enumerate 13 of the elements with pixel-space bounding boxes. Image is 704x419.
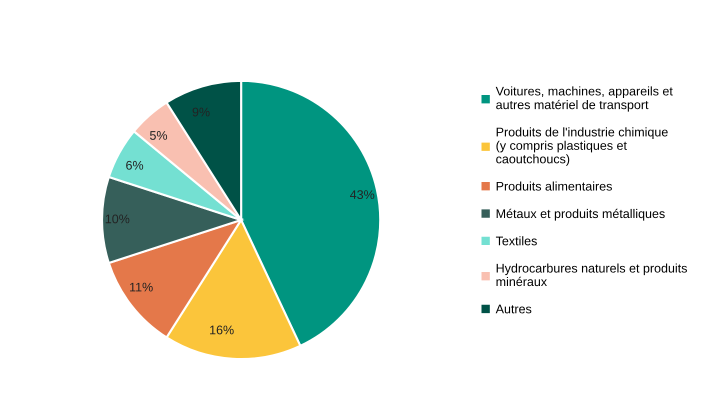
data-label: 5%	[150, 131, 168, 140]
legend-label: Produits alimentaires	[496, 181, 612, 191]
legend-label: Autres	[496, 304, 532, 314]
data-label: 11%	[130, 282, 153, 292]
data-label: 10%	[106, 214, 130, 224]
legend-label: Voitures, machines, appareils et autres matériel de transport	[496, 86, 673, 112]
legend-label: Hydrocarbures naturels et produits minéraux	[496, 263, 687, 286]
legend-label: Produits de l'industrie chimique (y compris plastiques et caoutchoucs)	[496, 127, 668, 166]
data-label: 16%	[210, 326, 234, 334]
legend-label: Métaux et produits métalliques	[496, 208, 665, 221]
legend-label: Textiles	[496, 236, 537, 246]
data-label: 6%	[126, 160, 144, 170]
data-label: 43%	[350, 190, 374, 200]
